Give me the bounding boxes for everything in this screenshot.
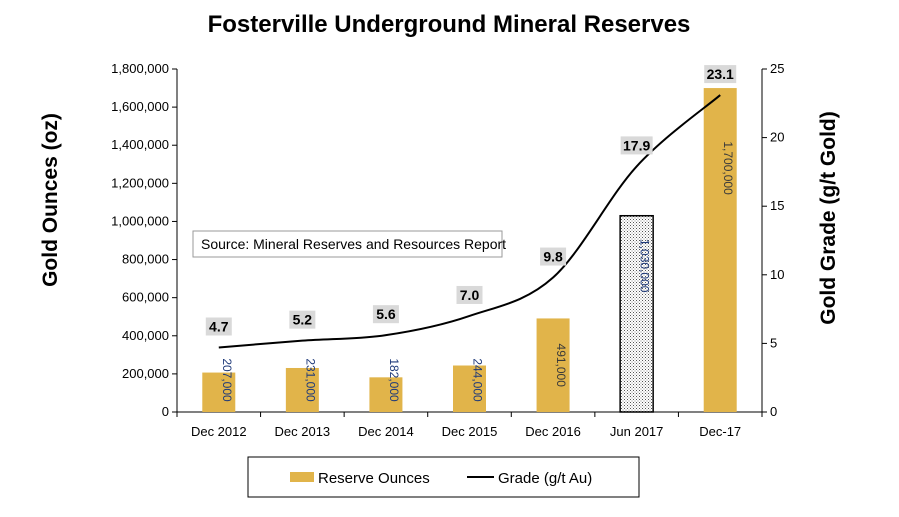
bar: [703, 88, 737, 413]
y-axis-title: Gold Ounces (oz): [39, 113, 62, 287]
y2-tick-label: 15: [770, 198, 784, 213]
x-tick-label: Dec 2013: [275, 424, 331, 439]
y2-axis-title: Gold Grade (g/t Gold): [817, 111, 840, 325]
chart-title: Fosterville Underground Mineral Reserves: [208, 11, 691, 38]
grade-value-label: 23.1: [707, 66, 734, 82]
grade-label-box: [205, 317, 232, 336]
x-tick-label: Dec-17: [699, 424, 741, 439]
grade-label-box: [540, 247, 567, 266]
y-tick-label: 600,000: [122, 290, 169, 305]
data-labels: 207,000 231,000 182,000 244,000 491,000 1,030…: [205, 65, 737, 402]
y-tick-label: 400,000: [122, 328, 169, 343]
bar-value-label: 231,000: [303, 358, 317, 402]
source-text: Source: Mineral Reserves and Resources R…: [201, 236, 506, 252]
bar: [536, 318, 570, 412]
grade-value-label: 5.6: [376, 306, 396, 322]
bar-value-label: 491,000: [554, 344, 568, 388]
x-tick-label: Dec 2012: [191, 424, 247, 439]
y-tick-label: 0: [162, 404, 169, 419]
y-tick-label: 1,400,000: [111, 137, 169, 152]
plot-frame: 0 200,000 400,000 600,000 800,000 1,000,000 1,…: [111, 61, 784, 439]
y-tick-label: 1,800,000: [111, 61, 169, 76]
bar: [369, 377, 403, 412]
grade-value-label: 17.9: [623, 137, 650, 153]
source-annotation: Source: Mineral Reserves and Resources R…: [192, 230, 506, 258]
y-tick-label: 200,000: [122, 366, 169, 381]
grade-label-box: [456, 285, 483, 304]
bar-series: [202, 88, 737, 413]
grade-value-label: 9.8: [543, 249, 563, 265]
legend-line-label: Grade (g/t Au): [498, 470, 592, 487]
x-tick-label: Dec 2015: [442, 424, 498, 439]
grade-line: [218, 94, 721, 349]
y2-tick-label: 10: [770, 267, 784, 282]
legend-bar-label: Reserve Ounces: [318, 470, 430, 487]
bar-value-label: 1,030,000: [638, 239, 652, 293]
y2-tick-label: 25: [770, 61, 784, 76]
grade-label-box: [620, 136, 653, 155]
bar: [453, 365, 486, 412]
source-box: [192, 230, 503, 258]
x-tick-label: Jun 2017: [610, 424, 664, 439]
legend: Reserve Ounces Grade (g/t Au): [247, 456, 640, 498]
grade-value-label: 4.7: [209, 319, 229, 335]
grade-label-box: [372, 305, 399, 324]
y-tick-label: 1,600,000: [111, 99, 169, 114]
grade-label-box: [704, 65, 737, 84]
bar: [202, 372, 236, 412]
x-tick-label: Dec 2014: [358, 424, 414, 439]
bar: [619, 214, 654, 413]
y-tick-label: 800,000: [122, 252, 169, 267]
grade-label-box: [289, 310, 316, 329]
y2-tick-label: 20: [770, 130, 784, 145]
legend-bar-swatch: [290, 472, 314, 482]
bar-value-label: 207,000: [220, 358, 234, 402]
y2-tick-label: 0: [770, 404, 777, 419]
bar-value-label: 244,000: [471, 358, 485, 402]
bar-value-label: 182,000: [387, 358, 401, 402]
grade-value-label: 5.2: [293, 312, 313, 328]
bar-value-label: 1,700,000: [721, 141, 735, 195]
grade-line-series: [218, 94, 721, 349]
bar: [285, 367, 319, 412]
x-tick-label: Dec 2016: [525, 424, 581, 439]
y-tick-label: 1,200,000: [111, 175, 169, 190]
y-tick-label: 1,000,000: [111, 213, 169, 228]
y2-tick-label: 5: [770, 335, 777, 350]
grade-value-label: 7.0: [460, 287, 480, 303]
